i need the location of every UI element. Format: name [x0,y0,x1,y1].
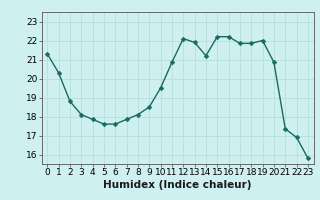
X-axis label: Humidex (Indice chaleur): Humidex (Indice chaleur) [103,180,252,190]
